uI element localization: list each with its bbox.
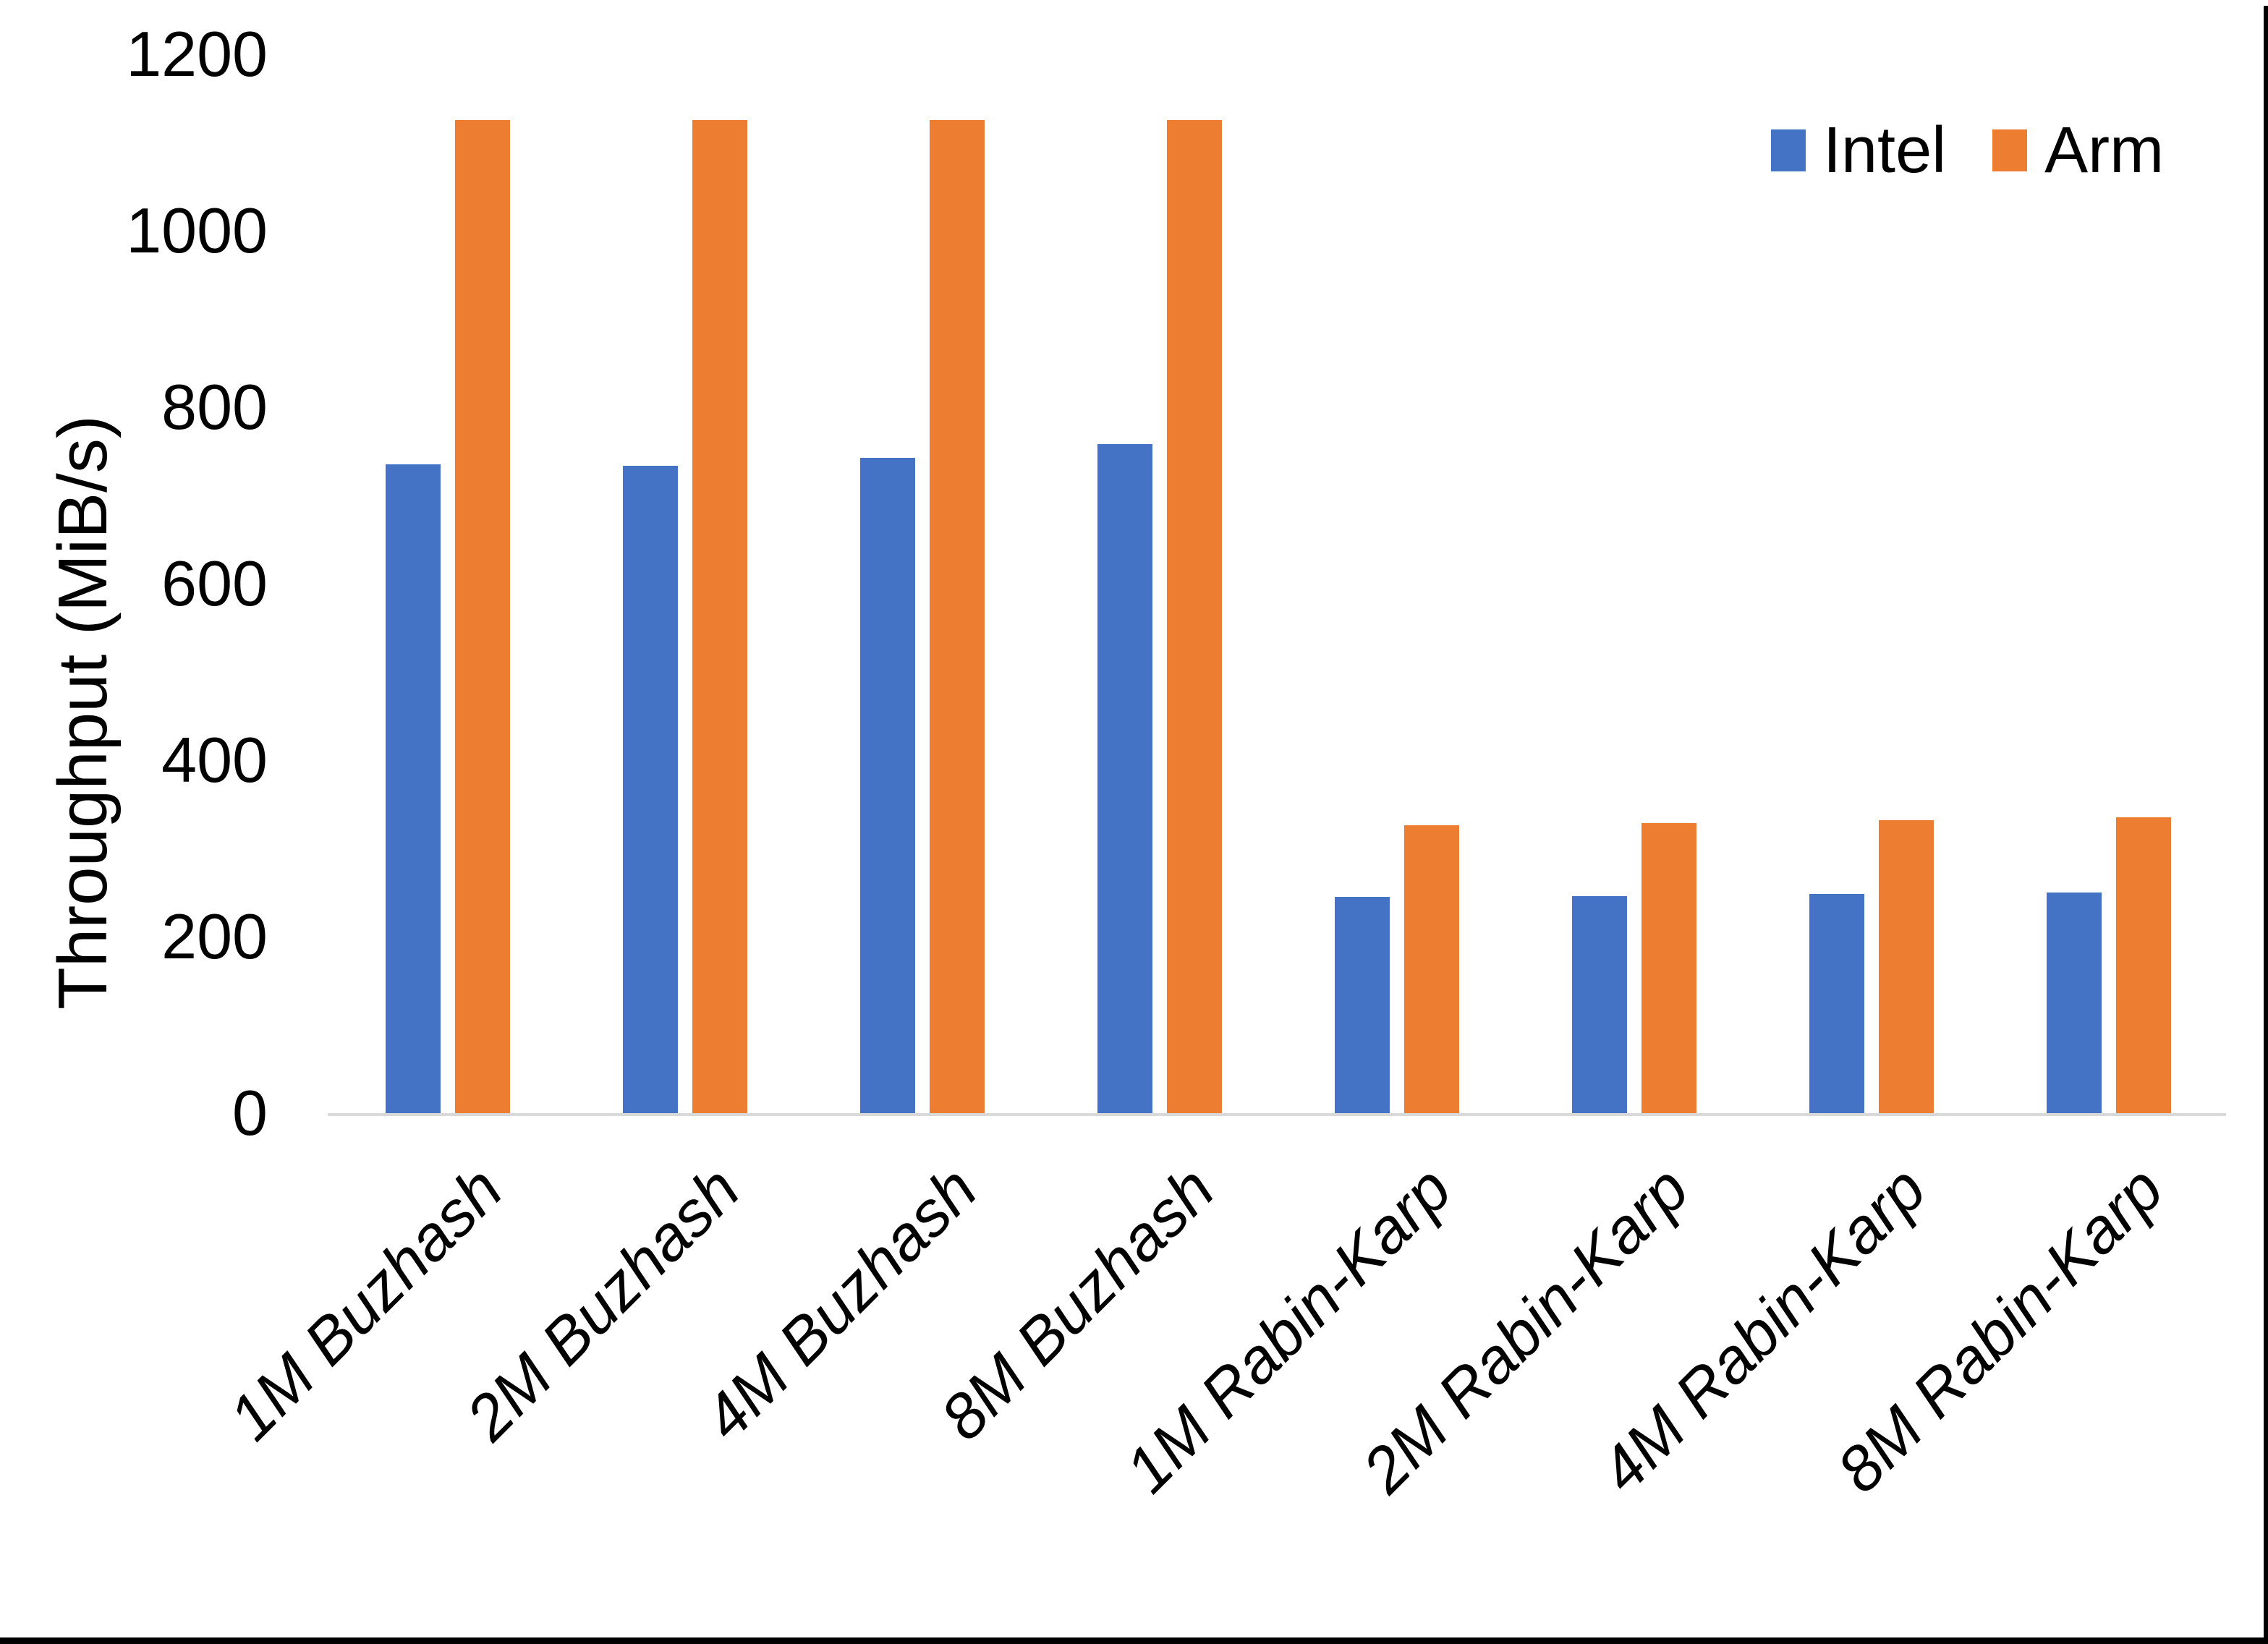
bar-arm-1m-rabin-karp xyxy=(1404,825,1459,1113)
bar-intel-2m-rabin-karp xyxy=(1572,896,1627,1113)
y-tick-label-400: 400 xyxy=(161,724,268,796)
bar-intel-4m-buzhash xyxy=(860,458,915,1113)
legend: Intel Arm xyxy=(1771,118,2164,183)
bar-intel-8m-rabin-karp xyxy=(2047,893,2102,1113)
y-tick-label-600: 600 xyxy=(161,548,268,619)
bar-intel-1m-buzhash xyxy=(386,464,441,1113)
bar-intel-4m-rabin-karp xyxy=(1809,894,1864,1113)
bar-arm-1m-buzhash xyxy=(455,120,510,1113)
y-tick-label-800: 800 xyxy=(161,371,268,443)
legend-marker-intel xyxy=(1771,129,1806,171)
y-tick-label-200: 200 xyxy=(161,900,268,972)
y-tick-label-0: 0 xyxy=(232,1077,268,1149)
bar-intel-8m-buzhash xyxy=(1097,444,1152,1113)
right-edge-border xyxy=(2264,6,2268,1644)
y-tick-label-1000: 1000 xyxy=(126,195,268,266)
bar-intel-1m-rabin-karp xyxy=(1335,897,1390,1113)
y-tick-label-1200: 1200 xyxy=(126,18,268,90)
legend-label-arm: Arm xyxy=(2044,114,2165,187)
legend-item-intel: Intel xyxy=(1771,118,1946,183)
bar-arm-2m-rabin-karp xyxy=(1641,823,1696,1113)
bar-arm-8m-buzhash xyxy=(1167,120,1222,1113)
legend-marker-arm xyxy=(1992,129,2028,171)
bar-arm-4m-buzhash xyxy=(930,120,985,1113)
legend-item-arm: Arm xyxy=(1992,118,2164,183)
bar-arm-4m-rabin-karp xyxy=(1879,820,1934,1113)
bar-intel-2m-buzhash xyxy=(623,466,678,1113)
legend-label-intel: Intel xyxy=(1823,114,1947,187)
plot-area xyxy=(328,54,2226,1116)
bar-series-group xyxy=(328,54,2226,1113)
bottom-edge-border xyxy=(0,1637,2268,1644)
bar-arm-2m-buzhash xyxy=(692,120,747,1113)
bar-arm-8m-rabin-karp xyxy=(2116,817,2171,1113)
